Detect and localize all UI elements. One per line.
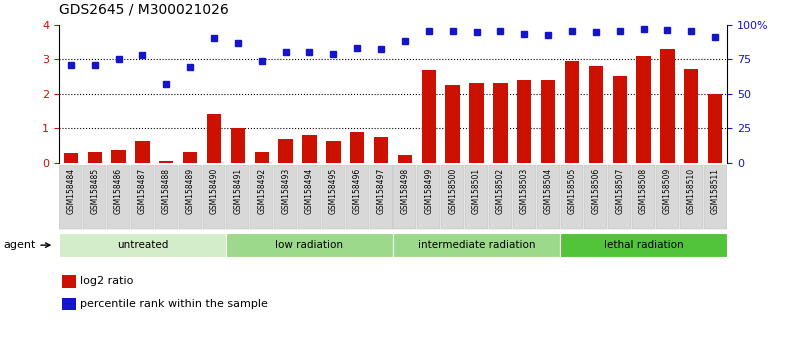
Bar <box>231 128 245 163</box>
Text: GSM158495: GSM158495 <box>329 168 338 214</box>
Bar <box>660 49 674 163</box>
Text: GSM158487: GSM158487 <box>138 168 147 214</box>
Text: GSM158511: GSM158511 <box>711 168 720 214</box>
Bar <box>446 85 460 163</box>
FancyBboxPatch shape <box>441 165 464 229</box>
Text: intermediate radiation: intermediate radiation <box>418 240 535 250</box>
Bar <box>637 56 651 163</box>
Bar <box>64 153 78 163</box>
Text: log2 ratio: log2 ratio <box>80 276 134 286</box>
Bar <box>278 139 292 163</box>
Bar <box>469 84 483 163</box>
Text: GSM158497: GSM158497 <box>376 168 386 214</box>
Text: GDS2645 / M300021026: GDS2645 / M300021026 <box>59 2 229 17</box>
FancyBboxPatch shape <box>226 165 249 229</box>
Text: GSM158503: GSM158503 <box>520 168 529 214</box>
Bar <box>541 80 555 163</box>
Text: GSM158506: GSM158506 <box>591 168 601 214</box>
Bar <box>112 150 126 163</box>
FancyBboxPatch shape <box>131 165 154 229</box>
Text: GSM158498: GSM158498 <box>400 168 410 214</box>
Bar <box>303 135 317 163</box>
Bar <box>374 137 388 163</box>
FancyBboxPatch shape <box>632 165 655 229</box>
Text: GSM158492: GSM158492 <box>257 168 266 214</box>
Text: untreated: untreated <box>117 240 168 250</box>
FancyBboxPatch shape <box>608 165 631 229</box>
Text: GSM158489: GSM158489 <box>185 168 195 214</box>
Text: GSM158507: GSM158507 <box>615 168 624 214</box>
Text: GSM158491: GSM158491 <box>233 168 242 214</box>
Bar <box>207 114 221 163</box>
Text: GSM158510: GSM158510 <box>687 168 696 214</box>
Bar <box>326 142 340 163</box>
Bar <box>421 70 436 163</box>
Text: GSM158501: GSM158501 <box>472 168 481 214</box>
Bar <box>708 94 722 163</box>
Text: GSM158485: GSM158485 <box>90 168 99 214</box>
FancyBboxPatch shape <box>560 165 583 229</box>
Bar <box>517 80 531 163</box>
Bar <box>589 66 603 163</box>
Text: GSM158484: GSM158484 <box>66 168 75 214</box>
FancyBboxPatch shape <box>393 233 560 257</box>
Text: percentile rank within the sample: percentile rank within the sample <box>80 299 268 309</box>
FancyBboxPatch shape <box>60 165 83 229</box>
FancyBboxPatch shape <box>298 165 321 229</box>
Text: GSM158509: GSM158509 <box>663 168 672 214</box>
Bar <box>565 61 579 163</box>
Text: GSM158486: GSM158486 <box>114 168 123 214</box>
FancyBboxPatch shape <box>203 165 226 229</box>
Text: GSM158493: GSM158493 <box>281 168 290 214</box>
Bar <box>87 152 102 163</box>
Bar <box>183 153 197 163</box>
Text: GSM158490: GSM158490 <box>210 168 219 214</box>
Bar <box>159 161 174 163</box>
FancyBboxPatch shape <box>155 165 178 229</box>
FancyBboxPatch shape <box>560 233 727 257</box>
FancyBboxPatch shape <box>369 165 392 229</box>
Text: GSM158508: GSM158508 <box>639 168 648 214</box>
Bar <box>612 76 627 163</box>
Text: GSM158505: GSM158505 <box>567 168 576 214</box>
FancyBboxPatch shape <box>512 165 536 229</box>
Bar <box>494 84 508 163</box>
FancyBboxPatch shape <box>83 165 106 229</box>
FancyBboxPatch shape <box>703 165 726 229</box>
FancyBboxPatch shape <box>584 165 608 229</box>
Text: GSM158496: GSM158496 <box>353 168 362 214</box>
FancyBboxPatch shape <box>656 165 679 229</box>
Text: GSM158500: GSM158500 <box>448 168 457 214</box>
FancyBboxPatch shape <box>537 165 560 229</box>
FancyBboxPatch shape <box>489 165 512 229</box>
FancyBboxPatch shape <box>59 233 226 257</box>
FancyBboxPatch shape <box>274 165 297 229</box>
Text: lethal radiation: lethal radiation <box>604 240 683 250</box>
FancyBboxPatch shape <box>250 165 274 229</box>
FancyBboxPatch shape <box>465 165 488 229</box>
Bar <box>62 298 75 310</box>
FancyBboxPatch shape <box>394 165 417 229</box>
Bar <box>255 153 269 163</box>
Bar <box>62 275 75 288</box>
Text: GSM158499: GSM158499 <box>424 168 433 214</box>
Text: GSM158488: GSM158488 <box>162 168 171 214</box>
Text: GSM158494: GSM158494 <box>305 168 314 214</box>
Text: GSM158502: GSM158502 <box>496 168 505 214</box>
Text: GSM158504: GSM158504 <box>544 168 553 214</box>
Bar <box>350 132 365 163</box>
FancyBboxPatch shape <box>322 165 345 229</box>
FancyBboxPatch shape <box>226 233 393 257</box>
Text: low radiation: low radiation <box>275 240 343 250</box>
FancyBboxPatch shape <box>178 165 202 229</box>
Bar <box>684 69 699 163</box>
FancyBboxPatch shape <box>107 165 130 229</box>
Bar <box>135 142 149 163</box>
FancyBboxPatch shape <box>417 165 440 229</box>
FancyBboxPatch shape <box>680 165 703 229</box>
Text: agent: agent <box>3 240 50 250</box>
FancyBboxPatch shape <box>346 165 369 229</box>
Bar <box>398 155 412 163</box>
